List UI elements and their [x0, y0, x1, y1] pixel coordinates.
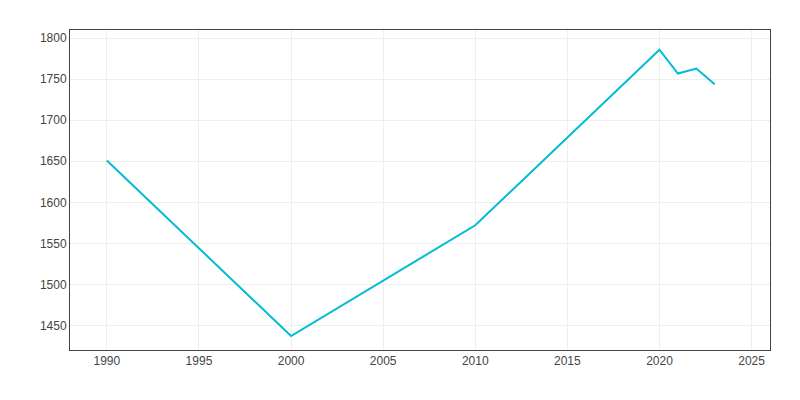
svg-text:1750: 1750 — [40, 72, 67, 86]
svg-text:2000: 2000 — [278, 354, 305, 368]
svg-text:1700: 1700 — [40, 113, 67, 127]
svg-text:1550: 1550 — [40, 237, 67, 251]
svg-text:1800: 1800 — [40, 31, 67, 45]
svg-text:2020: 2020 — [646, 354, 673, 368]
svg-text:1650: 1650 — [40, 154, 67, 168]
svg-text:1500: 1500 — [40, 278, 67, 292]
svg-text:2010: 2010 — [462, 354, 489, 368]
svg-text:2005: 2005 — [370, 354, 397, 368]
svg-text:2015: 2015 — [554, 354, 581, 368]
svg-text:2025: 2025 — [738, 354, 765, 368]
svg-text:1990: 1990 — [93, 354, 120, 368]
svg-text:1995: 1995 — [186, 354, 213, 368]
svg-text:1600: 1600 — [40, 196, 67, 210]
svg-text:1450: 1450 — [40, 319, 67, 333]
